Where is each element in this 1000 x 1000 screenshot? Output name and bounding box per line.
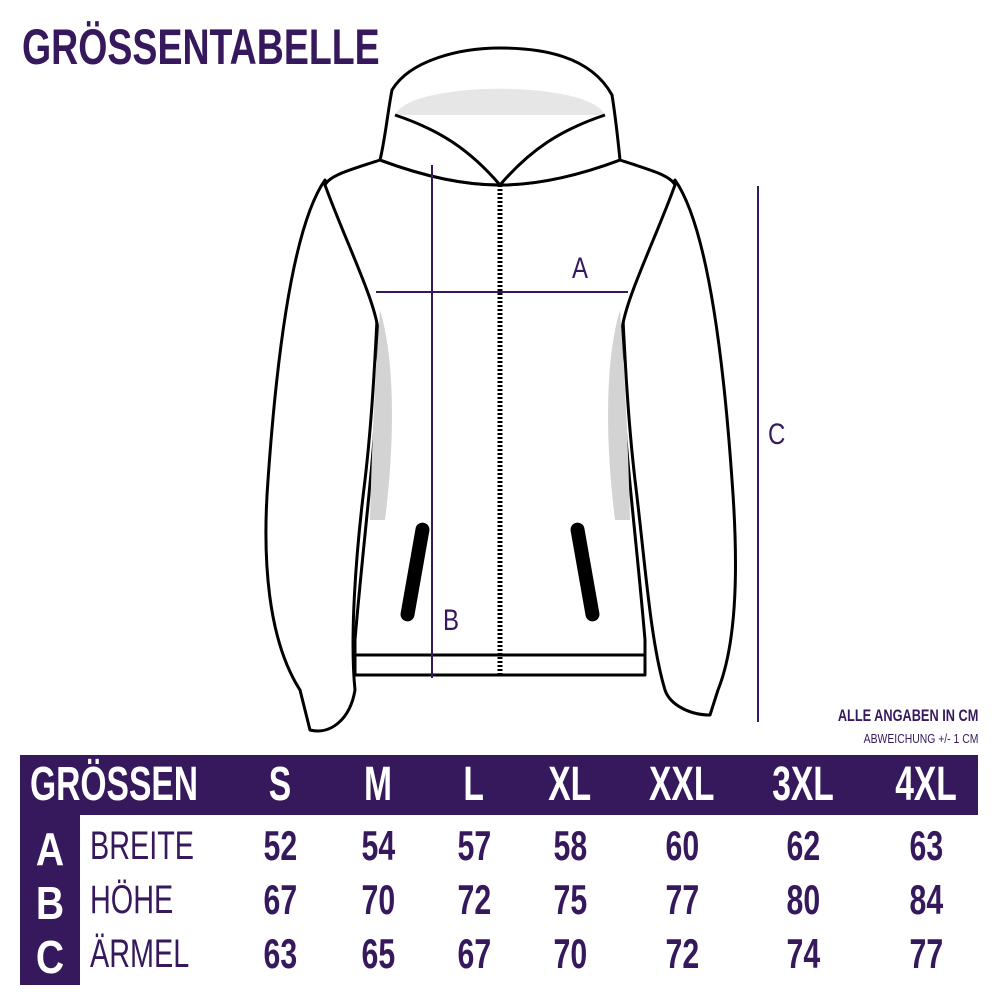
size-header-3xl: 3XL	[772, 758, 834, 811]
table-letter-column	[20, 815, 80, 985]
left-pocket	[400, 522, 430, 622]
tolerance-note: ABWEICHUNG +/- 1 CM	[863, 731, 978, 746]
size-header-xl: XL	[548, 758, 592, 811]
size-header-m: M	[363, 758, 392, 811]
size-header-s: S	[268, 758, 292, 811]
hood	[378, 46, 622, 187]
table-header-label: GRÖSSEN	[30, 758, 199, 811]
page-title: GRÖSSENTABELLE	[22, 19, 380, 75]
table-cell: 54	[361, 822, 395, 869]
table-cell: 60	[665, 822, 699, 869]
table-cell: 58	[553, 822, 587, 869]
size-header-l: L	[463, 758, 485, 811]
row-name: ÄRMEL	[90, 932, 190, 976]
left-sleeve	[264, 178, 380, 733]
measure-label-b: B	[443, 604, 460, 637]
table-cell: 67	[263, 876, 297, 923]
measure-label-c: C	[768, 418, 786, 451]
table-cell: 75	[553, 876, 587, 923]
table-header	[20, 755, 978, 815]
table-cell: 80	[786, 876, 820, 923]
size-header-xxl: XXL	[649, 758, 715, 811]
unit-note: ALLE ANGABEN IN CM	[837, 706, 978, 725]
jacket-illustration	[264, 46, 759, 733]
row-letter: A	[35, 823, 65, 875]
table-cell: 77	[909, 930, 943, 977]
table-cell: 63	[263, 930, 297, 977]
table-cell: 52	[263, 822, 297, 869]
row-name: HÖHE	[90, 878, 174, 922]
row-name: BREITE	[90, 824, 195, 868]
table-cell: 74	[786, 930, 820, 977]
table-cell: 72	[665, 930, 699, 977]
table-cell: 63	[909, 822, 943, 869]
right-sleeve	[620, 178, 737, 717]
size-header-4xl: 4XL	[895, 758, 957, 811]
row-letter: B	[35, 877, 65, 929]
measure-label-a: A	[572, 252, 589, 285]
table-cell: 77	[665, 876, 699, 923]
table-cell: 67	[457, 930, 491, 977]
row-letter: C	[35, 931, 65, 983]
table-cell: 65	[361, 930, 395, 977]
table-cell: 57	[457, 822, 491, 869]
table-cell: 70	[361, 876, 395, 923]
table-cell: 72	[457, 876, 491, 923]
table-cell: 62	[786, 822, 820, 869]
table-cell: 70	[553, 930, 587, 977]
table-cell: 84	[909, 876, 943, 923]
right-pocket	[570, 522, 600, 622]
